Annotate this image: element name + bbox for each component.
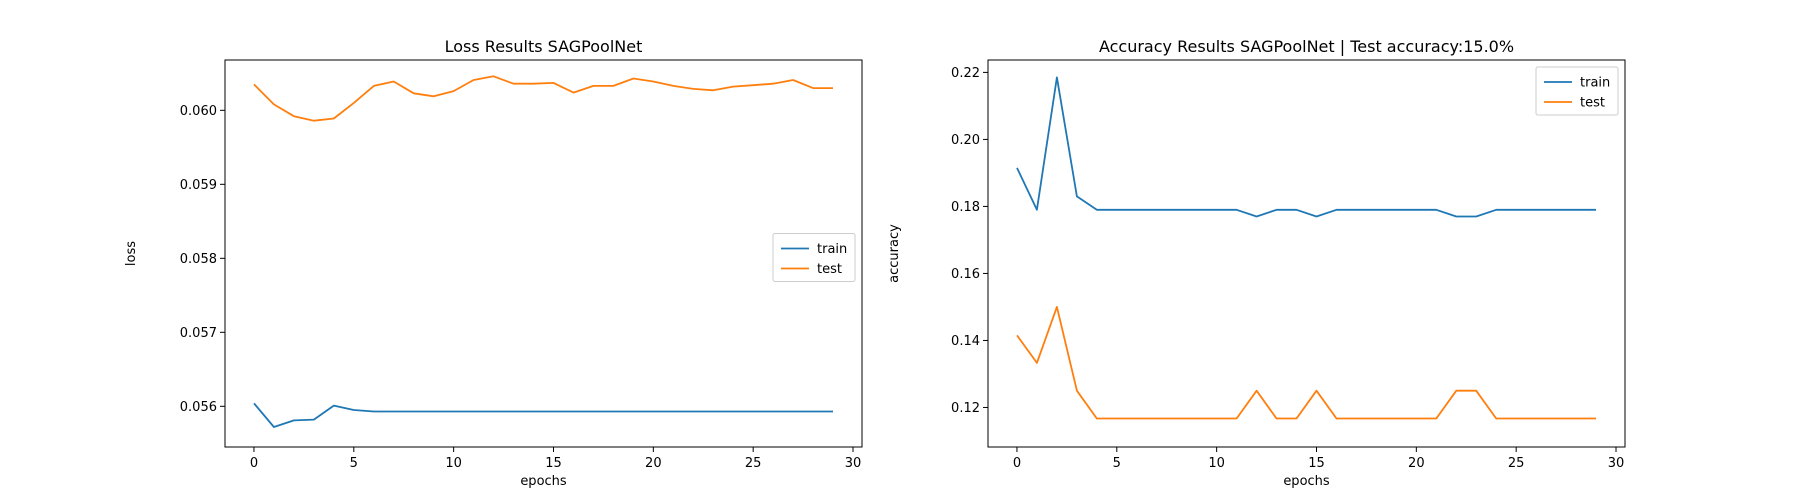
y-tick-label: 0.12 [951, 401, 980, 416]
plot-frame [987, 59, 1626, 448]
legend: train test [1535, 66, 1619, 116]
series-line-train [253, 402, 833, 428]
y-tick-label: 0.20 [951, 133, 980, 148]
y-tick-label: 0.14 [951, 334, 980, 349]
legend-box [772, 233, 856, 282]
x-tick-label: 5 [1113, 456, 1121, 471]
legend-label-test: test [817, 262, 842, 277]
legend-label-train: train [817, 242, 847, 257]
tick-group: 0 5 10 15 20 25 30 0.12 0.14 0.16 0.18 0.20 0.22 [951, 66, 1624, 471]
series-line-test [253, 75, 833, 122]
x-tick-label: 5 [350, 456, 358, 471]
y-tick-label: 0.18 [951, 200, 980, 215]
legend-box [1535, 66, 1619, 116]
y-tick-label: 0.057 [180, 326, 217, 341]
x-axis-label: epochs [1283, 474, 1330, 489]
legend-label-train: train [1580, 76, 1610, 91]
x-tick-label: 30 [1608, 456, 1625, 471]
chart-title: Accuracy Results SAGPoolNet | Test accur… [1099, 37, 1514, 56]
series-line-train [1016, 76, 1596, 218]
legend: train test [772, 233, 856, 282]
x-tick-label: 20 [1408, 456, 1425, 471]
loss-chart: Loss Results SAGPoolNet epochs loss 0 5 10… [124, 37, 863, 489]
accuracy-chart: Accuracy Results SAGPoolNet | Test accur… [887, 37, 1626, 489]
y-tick-label: 0.22 [951, 66, 980, 81]
y-axis-label: loss [124, 241, 139, 266]
y-tick-label: 0.16 [951, 267, 980, 282]
x-tick-label: 0 [1013, 456, 1021, 471]
x-tick-label: 10 [445, 456, 462, 471]
y-tick-label: 0.059 [180, 178, 217, 193]
plot-frame [224, 59, 863, 448]
x-tick-label: 25 [1508, 456, 1525, 471]
y-tick-label: 0.058 [180, 252, 217, 267]
legend-label-test: test [1580, 96, 1605, 111]
series-line-test [1016, 305, 1596, 420]
y-tick-label: 0.060 [180, 104, 217, 119]
tick-group: 0 5 10 15 20 25 30 0.056 0.057 0.058 0.059 0.060 [180, 104, 862, 471]
y-tick-label: 0.056 [180, 400, 217, 415]
x-tick-label: 25 [745, 456, 762, 471]
series-group [253, 75, 833, 428]
x-axis-label: epochs [520, 474, 567, 489]
x-tick-label: 30 [845, 456, 862, 471]
x-tick-label: 10 [1208, 456, 1225, 471]
x-tick-label: 20 [645, 456, 662, 471]
x-tick-label: 15 [545, 456, 562, 471]
y-axis-label: accuracy [887, 224, 902, 283]
x-tick-label: 0 [250, 456, 258, 471]
series-group [1016, 76, 1596, 420]
chart-title: Loss Results SAGPoolNet [445, 37, 643, 56]
x-tick-label: 15 [1308, 456, 1325, 471]
